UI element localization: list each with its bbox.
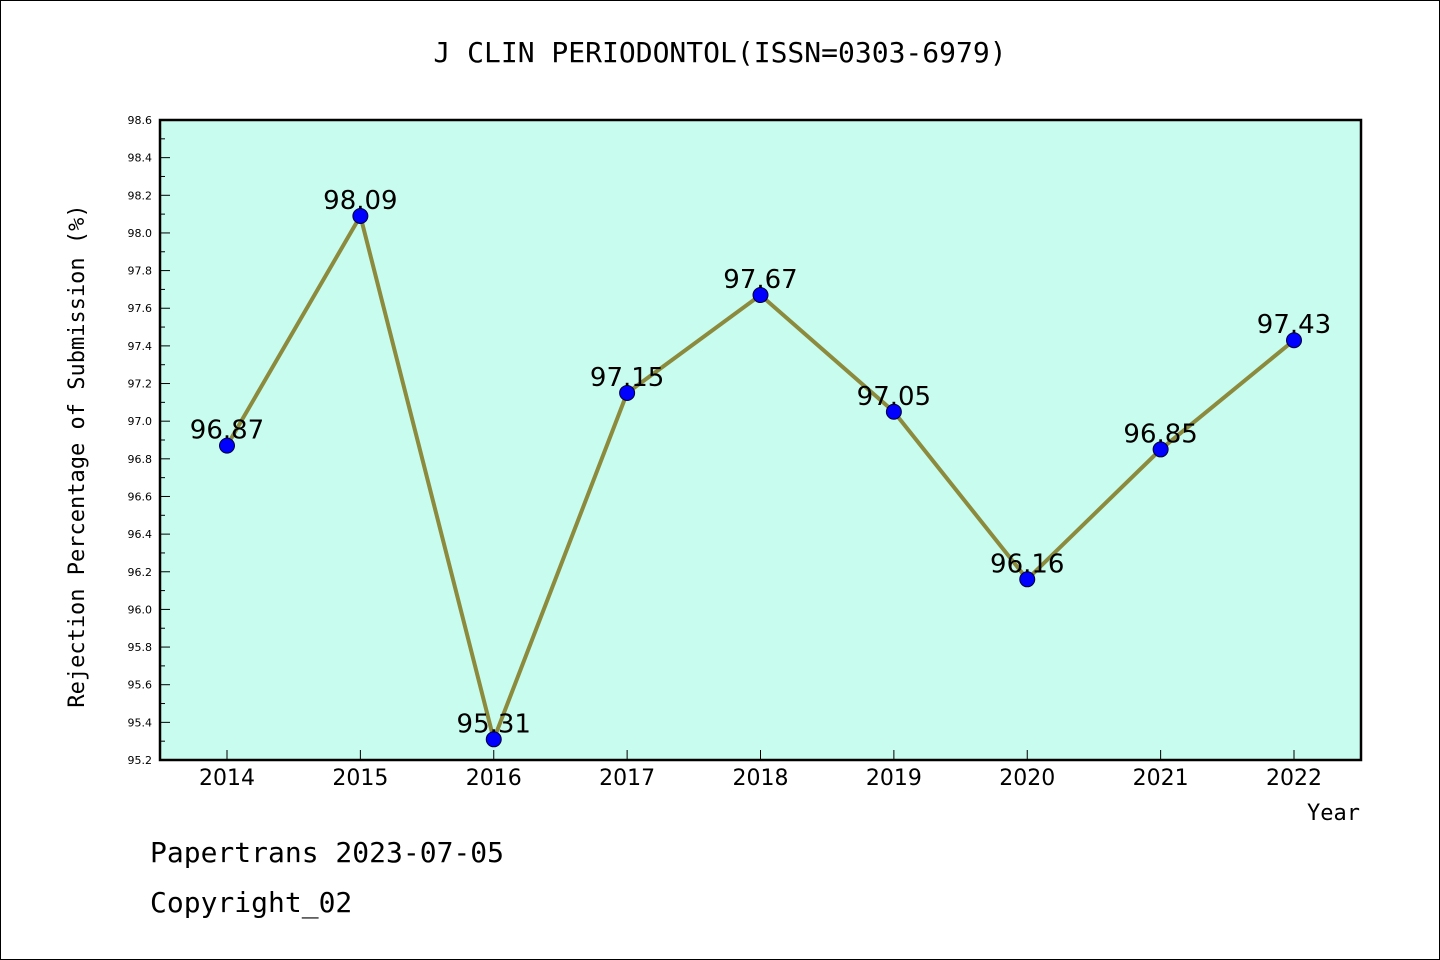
data-label: 96.16: [990, 549, 1064, 579]
x-tick-label: 2022: [1266, 766, 1322, 791]
y-tick-label: 97.4: [128, 340, 153, 353]
data-label: 97.15: [590, 363, 664, 393]
plot-border: [158, 118, 1363, 762]
x-tick-label: 2021: [1133, 766, 1189, 791]
y-tick-label: 96.4: [128, 528, 153, 541]
x-tick-label: 2016: [466, 766, 522, 791]
y-tick-label: 95.4: [128, 716, 153, 729]
y-tick-label: 98.0: [128, 227, 153, 240]
y-tick-label: 95.6: [128, 679, 153, 692]
x-axis: 2014 2015 2016 2017 2018 2019 2020 2021 2022: [199, 750, 1322, 791]
y-tick-label: 96.6: [128, 490, 153, 503]
footer-date-text: Papertrans 2023-07-05: [150, 836, 505, 869]
x-tick-label: 2014: [199, 766, 255, 791]
data-point: [885, 403, 902, 420]
series-layer: 96.87 98.09 95.31 97.15 97.67 97.05 96.16 96.85…: [190, 186, 1331, 748]
data-label: 95.31: [457, 709, 531, 739]
data-point: [1019, 571, 1036, 588]
y-tick-label: 98.2: [128, 189, 153, 202]
data-point: [485, 731, 502, 748]
data-point: [1152, 441, 1169, 458]
y-tick-label: 96.0: [128, 603, 153, 616]
y-tick-label: 96.8: [128, 453, 153, 466]
footer-copyright-text: Copyright_02: [150, 886, 353, 919]
y-axis: 95.2 95.4 95.6 95.8 96.0 96.2 96.4 96.6 96.8 97.0…: [128, 114, 170, 767]
y-tick-label: 95.8: [128, 641, 153, 654]
data-label: 96.85: [1123, 419, 1197, 449]
x-tick-label: 2015: [332, 766, 388, 791]
data-label: 98.09: [323, 186, 397, 216]
y-tick-label: 97.2: [128, 378, 153, 391]
data-label: 97.67: [723, 265, 797, 295]
data-point: [219, 437, 235, 454]
plot-area: [160, 120, 1361, 760]
data-label: 96.87: [190, 416, 264, 446]
data-label: 97.05: [857, 382, 931, 412]
data-point: [619, 384, 636, 401]
data-point: [1286, 332, 1302, 349]
chart-title: J CLIN PERIODONTOL(ISSN=0303-6979): [433, 36, 1007, 69]
data-point: [352, 208, 369, 224]
data-point: [752, 287, 769, 304]
x-axis-label: Year: [1307, 801, 1360, 826]
x-tick-label: 2017: [599, 766, 655, 791]
y-tick-label: 97.6: [128, 302, 153, 315]
y-axis-label: Rejection Percentage of Submission (%): [65, 204, 90, 707]
y-tick-label: 97.0: [128, 415, 153, 428]
y-tick-label: 98.4: [128, 152, 153, 165]
y-tick-label: 95.2: [128, 754, 153, 767]
y-tick-label: 97.8: [128, 265, 153, 278]
x-tick-label: 2020: [999, 766, 1055, 791]
y-tick-label: 96.2: [128, 566, 153, 579]
x-tick-label: 2018: [733, 766, 789, 791]
x-tick-label: 2019: [866, 766, 922, 791]
data-label: 97.43: [1257, 310, 1331, 340]
y-tick-label: 98.6: [128, 114, 153, 127]
